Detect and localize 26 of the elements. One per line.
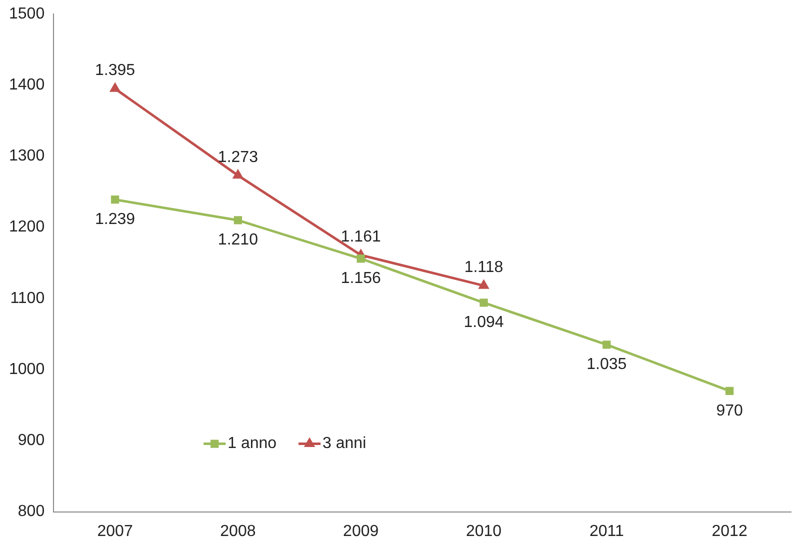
data-label: 1.161 — [340, 228, 381, 246]
x-tick-label: 2012 — [712, 522, 748, 540]
x-tick-label: 2009 — [343, 522, 379, 540]
legend-label: 3 anni — [322, 435, 366, 452]
data-label: 1.273 — [218, 148, 258, 166]
y-tick-label: 900 — [18, 432, 45, 450]
data-label: 1.035 — [586, 356, 627, 374]
data-label: 1.395 — [95, 62, 136, 80]
y-tick-label: 1300 — [9, 148, 45, 165]
data-label: 1.094 — [464, 314, 504, 332]
legend-label: 1 anno — [228, 435, 277, 452]
x-tick-label: 2010 — [466, 522, 502, 540]
data-label: 1.239 — [95, 211, 136, 228]
data-label: 1.210 — [218, 232, 258, 249]
y-tick-label: 800 — [18, 503, 45, 520]
y-tick-label: 1500 — [9, 5, 45, 22]
x-tick-label: 2008 — [220, 522, 256, 540]
y-tick-label: 1200 — [9, 218, 45, 236]
data-label: 970 — [716, 402, 743, 420]
x-tick-label: 2011 — [589, 522, 624, 540]
x-tick-label: 2007 — [97, 522, 133, 540]
y-tick-label: 1400 — [9, 76, 45, 94]
data-label: 1.156 — [340, 270, 381, 288]
y-tick-label: 1000 — [9, 360, 45, 378]
data-label: 1.118 — [464, 259, 504, 276]
y-tick-label: 1100 — [10, 290, 45, 307]
